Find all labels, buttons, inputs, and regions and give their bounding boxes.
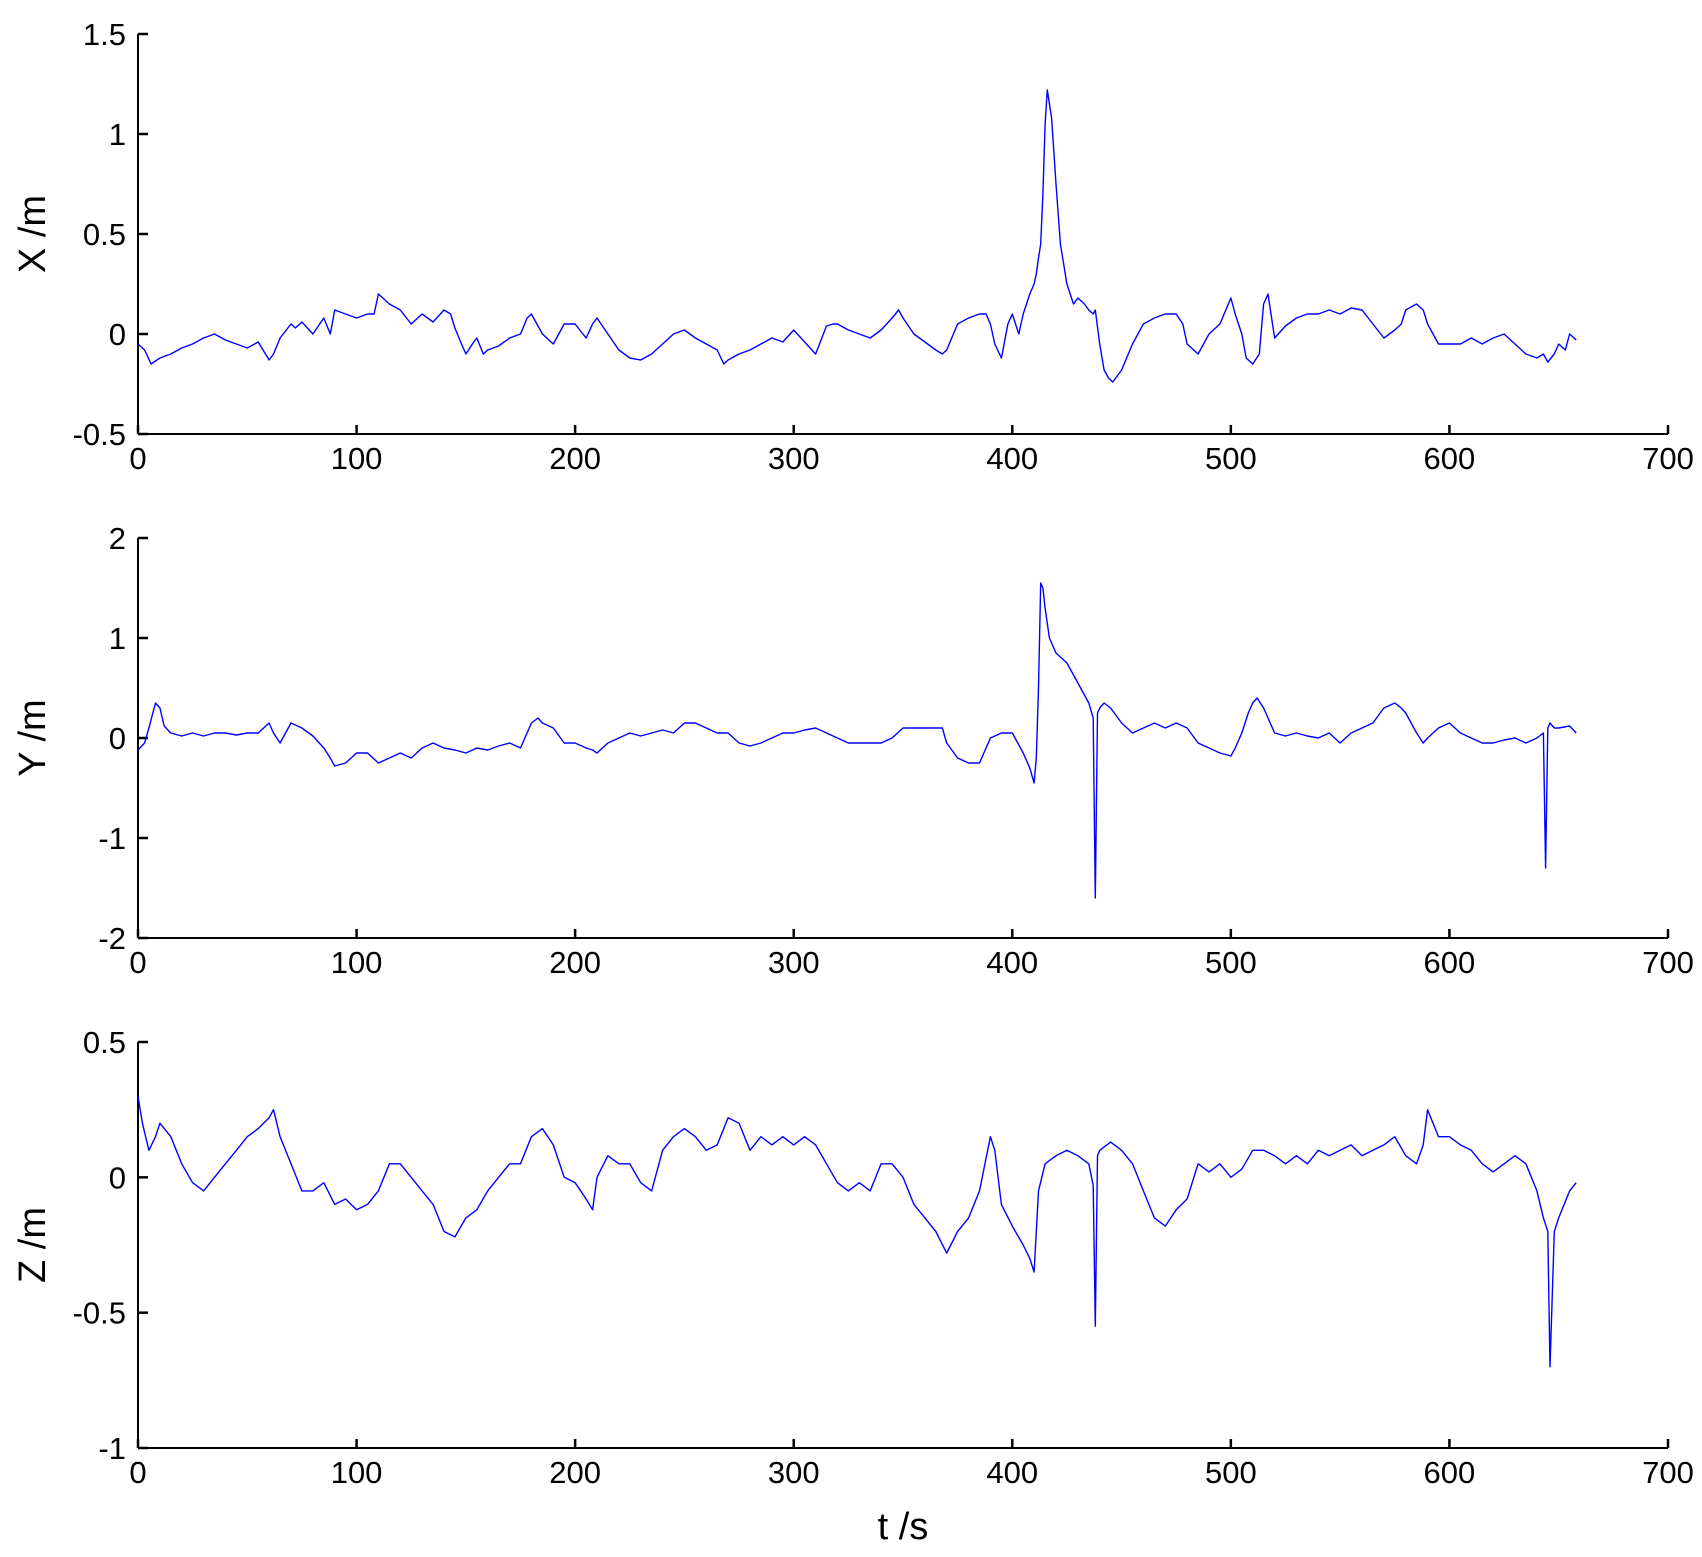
x-x-tick-label: 400 <box>986 441 1038 476</box>
x-y-tick-label: 1.5 <box>83 17 126 52</box>
y-x-tick-label: 500 <box>1205 945 1257 980</box>
z-x-tick-label: 400 <box>986 1455 1038 1490</box>
y-x-tick-label: 400 <box>986 945 1038 980</box>
x-x-tick-label: 300 <box>768 441 820 476</box>
y-x-tick-label: 700 <box>1642 945 1694 980</box>
z-y-tick-label: 0.5 <box>83 1025 126 1060</box>
y-x-tick-label: 100 <box>331 945 383 980</box>
y-series-line <box>137 582 1577 899</box>
x-y-tick-label: -0.5 <box>73 417 126 452</box>
z-x-tick-label: 700 <box>1642 1455 1694 1490</box>
x-x-tick-label: 700 <box>1642 441 1694 476</box>
z-x-tick-label: 600 <box>1424 1455 1476 1490</box>
x-series-line <box>137 89 1577 383</box>
x-x-tick-label: 100 <box>331 441 383 476</box>
x-x-tick-label: 200 <box>549 441 601 476</box>
y-y-tick-label: -2 <box>98 921 126 956</box>
x-y-tick-label: 0.5 <box>83 217 126 252</box>
y-y-axis-label: Y /m <box>12 699 54 776</box>
z-x-axis-label: t /s <box>878 1506 929 1548</box>
y-x-tick-label: 600 <box>1424 945 1476 980</box>
z-x-tick-label: 200 <box>549 1455 601 1490</box>
z-y-axis-label: Z /m <box>12 1207 54 1283</box>
y-y-tick-label: 1 <box>109 621 126 656</box>
x-position-chart: 0 100 200 300 400 500 600 700-0.500.511.5X /m <box>12 17 1694 476</box>
x-y-tick-label: 1 <box>109 117 126 152</box>
x-y-tick-label: 0 <box>109 317 126 352</box>
x-x-tick-label: 600 <box>1424 441 1476 476</box>
y-x-tick-label: 300 <box>768 945 820 980</box>
z-x-tick-label: 100 <box>331 1455 383 1490</box>
z-x-tick-label: 0 <box>129 1455 146 1490</box>
x-y-axis-label: X /m <box>12 195 54 273</box>
y-y-tick-label: -1 <box>98 821 126 856</box>
x-x-tick-label: 0 <box>129 441 146 476</box>
z-series-line <box>137 1095 1577 1368</box>
y-x-tick-label: 200 <box>549 945 601 980</box>
z-x-tick-label: 500 <box>1205 1455 1257 1490</box>
y-y-tick-label: 2 <box>109 521 126 556</box>
z-position-chart: 0 100 200 300 400 500 600 700 -1 -0.5 0 0.5 Z /m t /s <box>12 1025 1694 1548</box>
z-y-tick-label: 0 <box>109 1160 126 1195</box>
x-x-tick-label: 500 <box>1205 441 1257 476</box>
z-x-tick-label: 300 <box>768 1455 820 1490</box>
z-y-tick-label: -0.5 <box>73 1296 126 1331</box>
y-position-chart: 0 100 200 300 400 500 600 700 -2 -1 0 1 2 Y /m <box>12 521 1694 980</box>
y-x-tick-label: 0 <box>129 945 146 980</box>
y-y-tick-label: 0 <box>109 721 126 756</box>
z-y-tick-label: -1 <box>98 1431 126 1466</box>
